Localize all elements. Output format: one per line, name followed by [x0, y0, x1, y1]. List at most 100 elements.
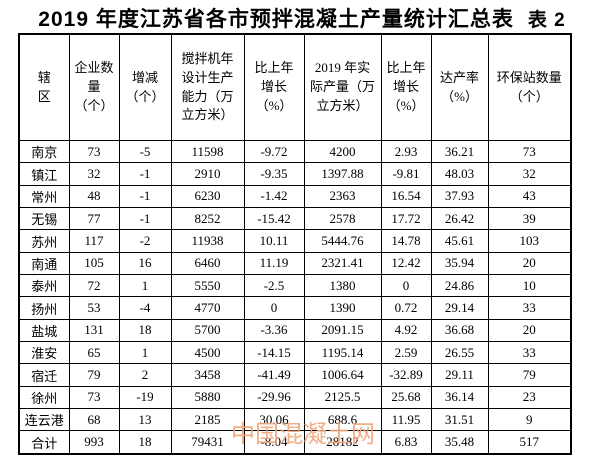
value-cell: 0.72	[380, 296, 432, 320]
column-header: 增减（个）	[118, 33, 172, 141]
value-cell: 9	[487, 408, 572, 432]
value-cell: 2125.5	[303, 385, 382, 410]
value-cell: -1	[118, 207, 172, 231]
district-cell: 苏州	[18, 229, 70, 253]
value-cell: 16	[118, 251, 172, 276]
value-cell: 24.86	[430, 274, 489, 298]
district-cell: 连云港	[18, 408, 70, 432]
value-cell: 993	[68, 430, 120, 455]
value-cell: -14.15	[243, 341, 305, 365]
value-cell: 26.42	[430, 207, 489, 231]
table-row: 徐州 73 -19 5880 -29.96 2125.5 25.68 36.14 23	[18, 385, 572, 410]
value-cell: 53	[68, 296, 120, 320]
value-cell: 3458	[170, 363, 245, 387]
table-body: 南京 73 -5 11598 -9.72 4200 2.93 36.21 73 镇江 32 -1 291…	[18, 139, 572, 455]
value-cell: 6230	[170, 184, 245, 209]
page-title: 2019 年度江苏省各市预拌混凝土产量统计汇总表表 2	[0, 3, 604, 33]
district-cell: 扬州	[18, 296, 70, 320]
value-cell: 4.92	[380, 318, 432, 343]
value-cell: 72	[68, 274, 120, 298]
value-cell: 73	[68, 139, 120, 164]
value-cell: 5880	[170, 385, 245, 410]
value-cell: 103	[487, 229, 572, 253]
value-cell: 0	[243, 296, 305, 320]
value-cell: 17.72	[380, 207, 432, 231]
value-cell: -5	[118, 139, 172, 164]
value-cell: 73	[487, 139, 572, 164]
value-cell: 2321.41	[303, 251, 382, 276]
value-cell: 2.93	[380, 139, 432, 164]
value-cell: 13	[118, 408, 172, 432]
district-cell: 镇江	[18, 162, 70, 186]
column-header: 辖 区	[18, 33, 70, 141]
table-row: 泰州 72 1 5550 -2.5 1380 0 24.86 10	[18, 274, 572, 298]
value-cell: -32.89	[380, 363, 432, 387]
value-cell: -41.49	[243, 363, 305, 387]
value-cell: -9.72	[243, 139, 305, 164]
value-cell: -3.36	[243, 318, 305, 343]
value-cell: 6460	[170, 251, 245, 276]
value-cell: 2	[118, 363, 172, 387]
value-cell: 29.11	[430, 363, 489, 387]
value-cell: -9.81	[380, 162, 432, 186]
value-cell: -9.35	[243, 162, 305, 186]
value-cell: 517	[487, 430, 572, 455]
value-cell: 26.55	[430, 341, 489, 365]
table-number-label: 表 2	[527, 10, 566, 31]
value-cell: 20	[487, 251, 572, 276]
value-cell: 32	[68, 162, 120, 186]
table-row: 扬州 53 -4 4770 0 1390 0.72 29.14 33	[18, 296, 572, 320]
column-header: 达产率（%）	[430, 33, 489, 141]
value-cell: -15.42	[243, 207, 305, 231]
value-cell: 1390	[303, 296, 382, 320]
district-cell: 合计	[18, 430, 70, 455]
value-cell: 36.68	[430, 318, 489, 343]
district-cell: 常州	[18, 184, 70, 209]
value-cell: 33	[487, 296, 572, 320]
value-cell: 8252	[170, 207, 245, 231]
district-cell: 无锡	[18, 207, 70, 231]
value-cell: 25.68	[380, 385, 432, 410]
value-cell: 2578	[303, 207, 382, 231]
table-row: 常州 48 -1 6230 -1.42 2363 16.54 37.93 43	[18, 184, 572, 209]
value-cell: 20	[487, 318, 572, 343]
value-cell: 5700	[170, 318, 245, 343]
value-cell: 29.14	[430, 296, 489, 320]
table-row: 淮安 65 1 4500 -14.15 1195.14 2.59 26.55 33	[18, 341, 572, 365]
column-header: 2019 年实际产量（万立方米）	[303, 33, 382, 141]
value-cell: 18	[118, 430, 172, 455]
value-cell: -1.42	[243, 184, 305, 209]
value-cell: 6.83	[380, 430, 432, 455]
table-row: 宿迁 79 2 3458 -41.49 1006.64 -32.89 29.11 79	[18, 363, 572, 387]
value-cell: -2.5	[243, 274, 305, 298]
value-cell: 5444.76	[303, 229, 382, 253]
table-row: 南通 105 16 6460 11.19 2321.41 12.42 35.94 20	[18, 251, 572, 276]
value-cell: 28182	[303, 430, 382, 455]
table-row: 无锡 77 -1 8252 -15.42 2578 17.72 26.42 39	[18, 207, 572, 231]
value-cell: 2091.15	[303, 318, 382, 343]
value-cell: 77	[68, 207, 120, 231]
value-cell: 688.6	[303, 408, 382, 432]
district-cell: 淮安	[18, 341, 70, 365]
district-cell: 南京	[18, 139, 70, 164]
value-cell: -1	[118, 162, 172, 186]
value-cell: 1195.14	[303, 341, 382, 365]
value-cell: 131	[68, 318, 120, 343]
value-cell: 31.51	[430, 408, 489, 432]
value-cell: 105	[68, 251, 120, 276]
value-cell: -2	[118, 229, 172, 253]
value-cell: 1006.64	[303, 363, 382, 387]
value-cell: -1	[118, 184, 172, 209]
value-cell: 18	[118, 318, 172, 343]
table-row: 连云港 68 13 2185 30.06 688.6 11.95 31.51 9	[18, 408, 572, 432]
value-cell: 12.42	[380, 251, 432, 276]
value-cell: 10	[487, 274, 572, 298]
value-cell: -29.96	[243, 385, 305, 410]
value-cell: 11938	[170, 229, 245, 253]
value-cell: 1	[118, 274, 172, 298]
district-cell: 泰州	[18, 274, 70, 298]
district-cell: 宿迁	[18, 363, 70, 387]
value-cell: 11.95	[380, 408, 432, 432]
table-row: 盐城 131 18 5700 -3.36 2091.15 4.92 36.68 20	[18, 318, 572, 343]
